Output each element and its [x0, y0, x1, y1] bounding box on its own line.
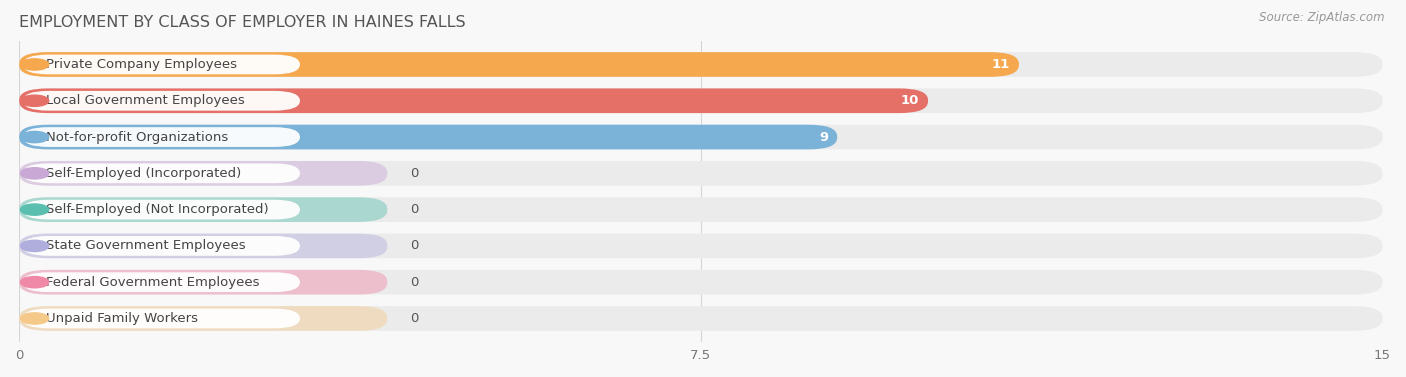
Circle shape: [21, 277, 49, 288]
Text: 0: 0: [411, 312, 419, 325]
Circle shape: [21, 168, 49, 179]
FancyBboxPatch shape: [20, 306, 1382, 331]
FancyBboxPatch shape: [20, 270, 387, 294]
Text: 11: 11: [991, 58, 1010, 71]
FancyBboxPatch shape: [20, 234, 1382, 258]
FancyBboxPatch shape: [20, 270, 1382, 294]
FancyBboxPatch shape: [22, 164, 299, 183]
Text: Self-Employed (Incorporated): Self-Employed (Incorporated): [45, 167, 240, 180]
Circle shape: [21, 95, 49, 106]
FancyBboxPatch shape: [22, 91, 299, 110]
FancyBboxPatch shape: [20, 161, 387, 185]
Circle shape: [21, 204, 49, 215]
Text: 9: 9: [818, 130, 828, 144]
FancyBboxPatch shape: [20, 89, 1382, 113]
Circle shape: [21, 240, 49, 251]
Text: EMPLOYMENT BY CLASS OF EMPLOYER IN HAINES FALLS: EMPLOYMENT BY CLASS OF EMPLOYER IN HAINE…: [20, 15, 465, 30]
Text: Not-for-profit Organizations: Not-for-profit Organizations: [45, 130, 228, 144]
FancyBboxPatch shape: [20, 52, 1019, 77]
Circle shape: [21, 59, 49, 70]
Text: Local Government Employees: Local Government Employees: [45, 94, 245, 107]
Text: Private Company Employees: Private Company Employees: [45, 58, 236, 71]
Text: State Government Employees: State Government Employees: [45, 239, 245, 252]
Text: 0: 0: [411, 239, 419, 252]
Text: Unpaid Family Workers: Unpaid Family Workers: [45, 312, 198, 325]
FancyBboxPatch shape: [20, 125, 1382, 149]
FancyBboxPatch shape: [22, 272, 299, 292]
FancyBboxPatch shape: [22, 200, 299, 219]
Text: Federal Government Employees: Federal Government Employees: [45, 276, 259, 289]
FancyBboxPatch shape: [20, 52, 1382, 77]
Text: 0: 0: [411, 167, 419, 180]
FancyBboxPatch shape: [20, 197, 1382, 222]
FancyBboxPatch shape: [20, 234, 387, 258]
Text: 10: 10: [901, 94, 920, 107]
FancyBboxPatch shape: [20, 161, 1382, 185]
Text: Source: ZipAtlas.com: Source: ZipAtlas.com: [1260, 11, 1385, 24]
FancyBboxPatch shape: [22, 55, 299, 74]
Text: 0: 0: [411, 276, 419, 289]
FancyBboxPatch shape: [20, 306, 387, 331]
FancyBboxPatch shape: [20, 125, 837, 149]
Circle shape: [21, 132, 49, 143]
FancyBboxPatch shape: [22, 309, 299, 328]
Text: Self-Employed (Not Incorporated): Self-Employed (Not Incorporated): [45, 203, 269, 216]
FancyBboxPatch shape: [20, 89, 928, 113]
FancyBboxPatch shape: [20, 197, 387, 222]
Text: 0: 0: [411, 203, 419, 216]
Circle shape: [21, 313, 49, 324]
FancyBboxPatch shape: [22, 127, 299, 147]
FancyBboxPatch shape: [22, 236, 299, 256]
